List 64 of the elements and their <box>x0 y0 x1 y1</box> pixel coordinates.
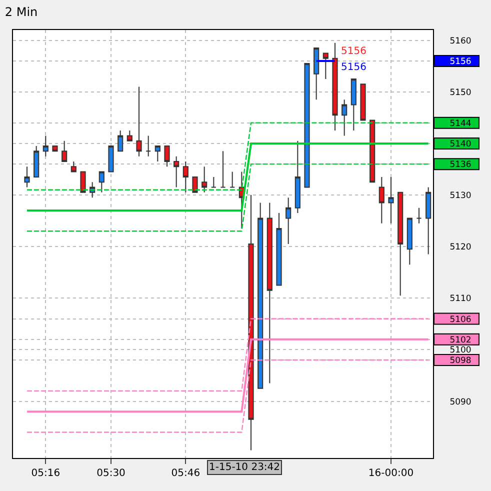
candlestick <box>286 197 292 244</box>
candlestick <box>126 130 132 142</box>
y-tick-label: 5140 <box>450 139 472 150</box>
candlestick <box>360 84 366 121</box>
candlestick <box>70 160 76 172</box>
x-tick-label: 05:46 <box>171 468 200 479</box>
y-tick-label: 5150 <box>450 88 472 98</box>
candlestick <box>202 166 208 193</box>
candlestick <box>210 176 216 188</box>
candlestick <box>378 176 384 224</box>
candlestick <box>332 42 338 132</box>
chart-title: 2 Min <box>4 4 38 19</box>
y-tick-label: 5144 <box>450 118 472 129</box>
candlestick <box>220 150 226 188</box>
candlestick <box>42 135 48 157</box>
candlestick <box>294 140 300 214</box>
candlestick <box>52 146 58 152</box>
candlestick <box>258 202 264 389</box>
y-tick-label: 5120 <box>450 242 472 253</box>
y-tick-label: 5100 <box>450 346 472 356</box>
candlestick <box>266 202 272 384</box>
y-tick-label: 5106 <box>450 314 472 325</box>
x-tick-label: 05:30 <box>96 468 126 479</box>
y-tick-label: 5090 <box>450 397 472 408</box>
candlestick <box>136 86 142 157</box>
candlestick <box>416 207 422 224</box>
candlestick <box>304 63 310 188</box>
x-tick-label: 16-00:00 <box>368 468 414 479</box>
candlestick <box>182 160 188 193</box>
candlestick <box>98 171 104 193</box>
y-tick-label: 5136 <box>450 160 472 170</box>
candlestick <box>192 176 198 193</box>
y-tick-label: 5110 <box>450 294 472 304</box>
candlestick <box>62 140 68 162</box>
candlestick <box>350 78 356 132</box>
candlestick <box>34 146 40 178</box>
y-tick-label: 5130 <box>450 190 472 201</box>
candlestick <box>314 48 320 100</box>
y-tick-label: 5102 <box>450 335 472 346</box>
candlestick <box>248 194 254 451</box>
candlestick <box>24 166 30 188</box>
x-tick-label: 05:16 <box>31 468 60 479</box>
text: 1-15-10 23:42 <box>209 462 280 473</box>
candlestick <box>426 186 432 255</box>
candlestick <box>370 120 376 183</box>
candlestick <box>164 146 170 168</box>
y-tick-label: 5160 <box>450 36 472 46</box>
y-tick-label: 5098 <box>450 356 472 366</box>
annotation: 5156 <box>341 46 366 57</box>
candlestick <box>322 52 328 80</box>
candlestick <box>230 171 236 188</box>
data-label: 5156 <box>341 62 366 73</box>
candlestick <box>146 135 152 157</box>
candlestick <box>80 171 86 193</box>
candlestick <box>406 218 412 266</box>
y-tick-label: 5156 <box>450 56 472 67</box>
candlestick <box>342 99 348 136</box>
candlestick <box>276 212 282 286</box>
candlestick <box>108 146 114 172</box>
candlestick <box>174 156 180 188</box>
candlestick <box>398 192 404 296</box>
candlestick <box>388 176 394 224</box>
candlestick <box>154 146 160 162</box>
candlestick <box>118 130 124 152</box>
